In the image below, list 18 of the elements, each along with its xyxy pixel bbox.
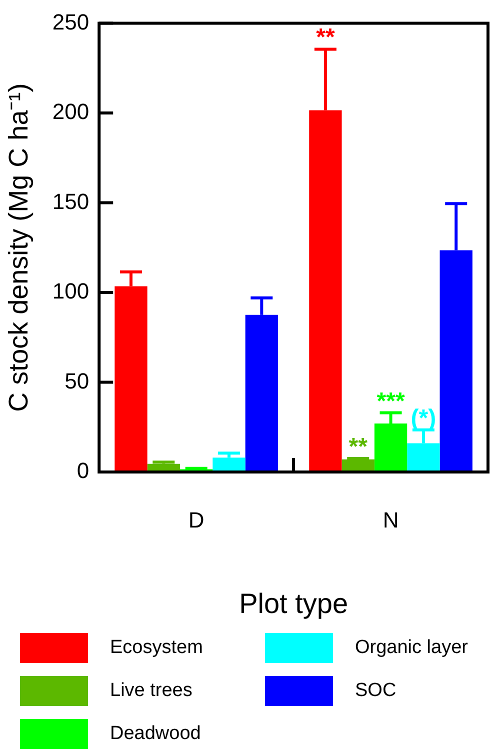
x-axis-title: Plot type [239, 588, 348, 619]
y-axis-title: C stock density (Mg C ha⁻¹) [4, 83, 34, 412]
legend-label: Organic layer [355, 636, 468, 658]
legend-label: SOC [355, 680, 396, 702]
annotation: *** [376, 388, 406, 415]
annotation: ** [316, 24, 336, 52]
y-tick-label: 150 [52, 188, 90, 214]
y-tick-label: 50 [64, 368, 90, 394]
y-tick-label: 100 [52, 278, 90, 304]
x-tick-label: N [382, 507, 399, 532]
y-tick-label: 250 [52, 9, 90, 34]
annotation: ** [348, 434, 368, 461]
legend-label: Ecosystem [110, 636, 203, 658]
y-tick-label: 0 [76, 458, 90, 484]
x-tick-label: D [188, 507, 204, 532]
y-tick-label: 200 [52, 99, 90, 124]
legend-label: Deadwood [110, 722, 201, 744]
legend-label: Live trees [110, 680, 192, 702]
